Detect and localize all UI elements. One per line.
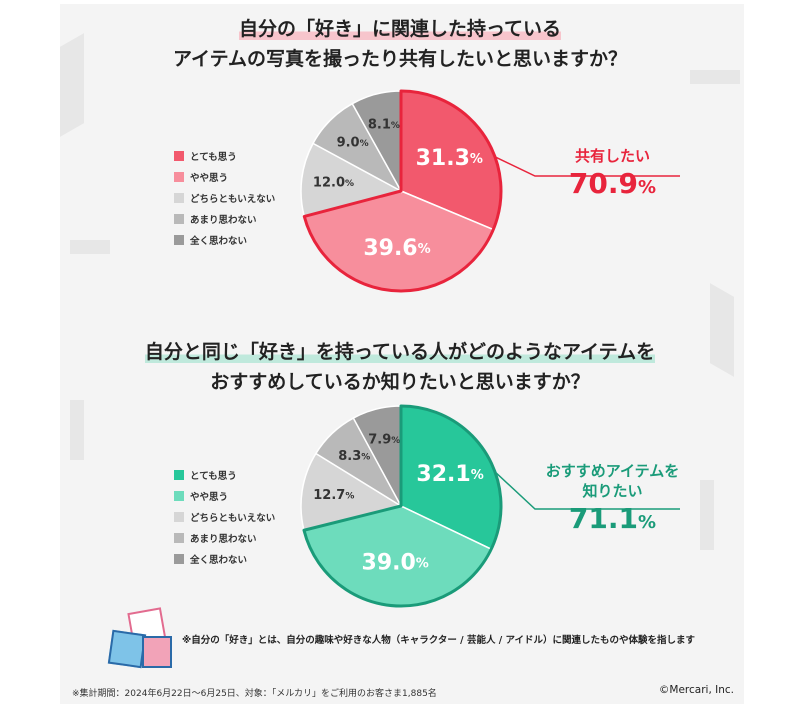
legend-swatch — [174, 491, 184, 501]
card-icon — [107, 629, 147, 669]
chart2-title-line2: おすすめしているか知りたいと思いますか？ — [210, 371, 590, 393]
chart1-title-line2: アイテムの写真を撮ったり共有したいと思いますか？ — [172, 48, 628, 70]
chart1-summary-title: 共有したい — [574, 147, 650, 165]
legend-item: とても思う — [174, 465, 275, 485]
card-icon — [142, 636, 172, 668]
pie-slice-label: 12.7% — [313, 488, 354, 503]
legend-label: 全く思わない — [190, 236, 248, 247]
legend-swatch — [174, 214, 184, 224]
chart1-title-line1: 自分の「好き」に関連した持っている — [238, 18, 562, 40]
legend-label: とても思う — [190, 471, 237, 482]
survey-period-note: ※集計期間：2024年6月22日～6月25日、対象：「メルカリ」をご利用のお客さ… — [72, 689, 437, 699]
footnote-row: ※自分の「好き」とは、自分の趣味や好きな人物（キャラクター / 芸能人 / アイ… — [107, 607, 696, 669]
decorative-shape — [690, 70, 740, 84]
legend-swatch — [174, 512, 184, 522]
highlight-outline — [302, 89, 503, 293]
legend-swatch — [174, 533, 184, 543]
footnote: ※自分の「好き」とは、自分の趣味や好きな人物（キャラクター / 芸能人 / アイ… — [182, 635, 696, 646]
pie-slice — [300, 142, 404, 218]
chart2-title-line1: 自分と同じ「好き」を持っている人がどのようなアイテムを — [144, 341, 656, 363]
legend-label: やや思う — [190, 173, 229, 184]
legend-swatch — [174, 193, 184, 203]
highlight-outline — [302, 404, 503, 608]
legend-label: とても思う — [190, 152, 237, 163]
legend-item: やや思う — [174, 486, 275, 506]
pie-slice-label: 8.3% — [338, 449, 370, 464]
pie-slice-label: 12.0% — [313, 175, 354, 190]
chart1-title: 自分の「好き」に関連した持っている アイテムの写真を撮ったり共有したいと思います… — [80, 14, 720, 74]
chart2-summary-title-line2: 知りたい — [582, 482, 643, 500]
legend-item: 全く思わない — [174, 549, 275, 569]
legend-item: あまり思わない — [174, 209, 275, 229]
chart2-summary-value: 71.1% — [568, 502, 657, 535]
legend-label: どちらともいえない — [190, 513, 276, 524]
chart1-legend: とても思うやや思うどちらともいえない あまり思わない 全く思わない — [174, 146, 275, 251]
chart2-title: 自分と同じ「好き」を持っている人がどのようなアイテムを おすすめしているか知りた… — [80, 337, 720, 397]
pie-chart-1: 31.3%39.6%12.0%9.0%8.1% — [300, 89, 680, 293]
chart1-summary: 共有したい 70.9% — [535, 146, 690, 206]
legend-swatch — [174, 554, 184, 564]
legend-item: どちらともいえない — [174, 188, 275, 208]
legend-item: どちらともいえない — [174, 507, 275, 527]
legend-swatch — [174, 235, 184, 245]
pie-slice-label: 7.9% — [368, 433, 400, 448]
legend-label: どちらともいえない — [190, 194, 276, 205]
legend-swatch — [174, 172, 184, 182]
legend-swatch — [174, 151, 184, 161]
legend-item: あまり思わない — [174, 528, 275, 548]
legend-label: あまり思わない — [190, 215, 257, 226]
legend-item: 全く思わない — [174, 230, 275, 250]
legend-item: やや思う — [174, 167, 275, 187]
chart2-summary-title-line1: おすすめアイテムを — [545, 462, 680, 480]
summary-connector — [494, 471, 680, 510]
pie-chart-2: 32.1%39.0%12.7%8.3%7.9% — [300, 404, 680, 608]
decorative-shape — [70, 400, 84, 460]
pie-slice-label: 9.0% — [337, 136, 369, 151]
chart1-summary-value: 70.9% — [568, 167, 657, 200]
chart2-summary: おすすめアイテムを 知りたい 71.1% — [535, 461, 690, 541]
copyright: ©Mercari, Inc. — [658, 684, 734, 696]
pie-slice-label: 8.1% — [368, 118, 400, 133]
collectibles-illustration — [107, 607, 174, 669]
decorative-shape — [70, 240, 110, 254]
summary-connector — [494, 156, 680, 177]
legend-swatch — [174, 470, 184, 480]
legend-item: とても思う — [174, 146, 275, 166]
legend-label: やや思う — [190, 492, 229, 503]
legend-label: あまり思わない — [190, 534, 257, 545]
legend-label: 全く思わない — [190, 555, 248, 566]
decorative-shape — [700, 480, 714, 550]
chart2-legend: とても思うやや思うどちらともいえない あまり思わない 全く思わない — [174, 465, 275, 570]
